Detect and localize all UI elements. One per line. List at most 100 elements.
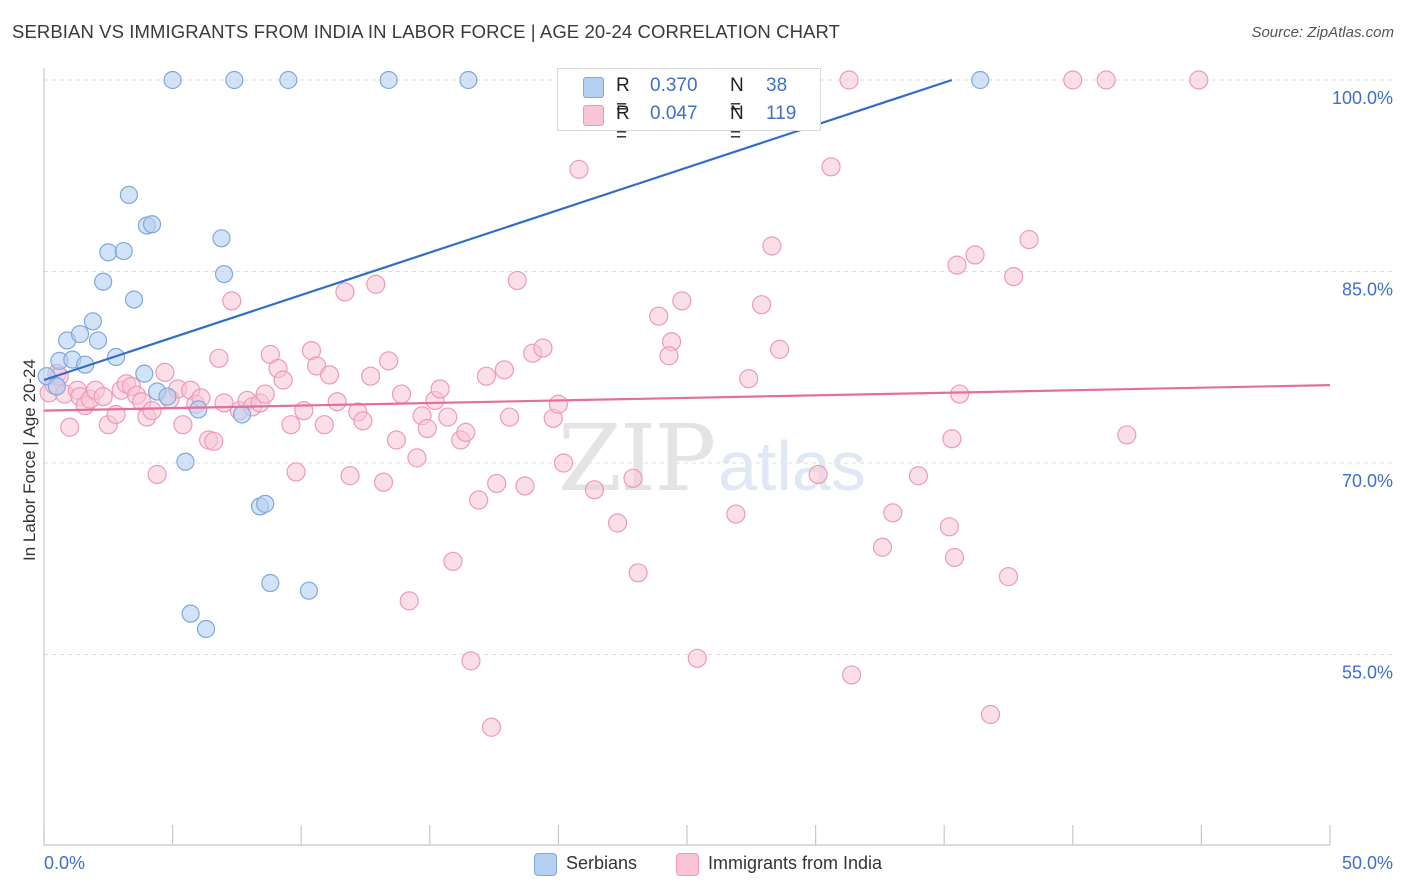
india-point [623,468,643,488]
serbians-point [261,573,280,593]
serbians-point [196,619,216,639]
india-point [476,366,496,386]
india-point [319,365,340,385]
india-point [487,473,507,494]
legend-r-label: R = [616,103,630,146]
y-axis-label: In Labor Force | Age 20-24 [20,359,39,561]
india-point [649,306,669,326]
india-point [533,338,553,358]
serbians-point [70,324,90,344]
india-point [672,291,692,311]
india-point [1117,425,1137,445]
legend-r-value: 0.047 [650,103,698,124]
india-point [769,339,790,359]
watermark-zip: ZIP [558,405,714,512]
serbians-point [119,185,138,204]
india-point [944,547,965,568]
india-point [461,651,481,671]
india-point [939,517,959,537]
india-point [553,453,574,473]
y-tick-label: 55.0% [1342,663,1393,683]
serbians-point [379,70,398,90]
india-point [314,415,334,435]
serbians-legend-label: Serbians [566,853,638,873]
india-point [998,567,1019,587]
x-tick-label-max: 50.0% [1342,853,1393,873]
india-point [1189,70,1209,90]
serbians-point [83,312,102,331]
india-point [407,448,427,468]
india-point [507,270,527,291]
india-point [327,392,347,412]
india-point [417,418,437,439]
india-point [456,422,476,442]
india-point [980,704,1001,725]
serbians-point [214,264,234,284]
serbians-point [181,604,200,623]
legend-n-label: N = [730,103,744,146]
watermark-atlas: atlas [718,427,866,505]
india-point [255,384,275,404]
india-point [569,159,589,179]
source-label: Source: ZipAtlas.com [1251,24,1394,41]
india-point [751,295,772,315]
india-point [366,274,386,294]
serbians-point [163,70,182,90]
x-tick-label-min: 0.0% [44,853,85,873]
india-point [842,665,862,685]
legend-n-label: N = [730,75,744,118]
correlation-legend: R = 0.370 N = 38 R = 0.047 N = 119 [557,68,821,146]
serbians-point [299,581,319,600]
india-point [204,431,224,451]
series-india-points [39,70,1209,737]
axes [43,68,1331,846]
serbians-point [279,70,298,90]
india-point [391,384,412,404]
serbians-point [225,70,244,90]
india-point [443,551,463,571]
india-point [430,379,450,399]
legend-n-value: 119 [766,103,797,124]
india-legend-swatch [676,853,699,876]
india-point [481,717,502,737]
india-point [173,415,193,435]
india-point [147,464,167,485]
india-point [373,472,394,492]
india-point [1019,229,1039,250]
gridlines [44,79,1395,655]
serbians-point [135,364,154,383]
serbians-point [158,387,177,406]
series-serbians-points [37,70,990,639]
india-point [499,407,520,427]
serbians-point [124,290,144,309]
india-point [821,157,841,177]
serbians-point [142,215,162,234]
india-point [222,291,242,311]
india-trendline [43,384,1331,412]
serbians-point [256,494,275,513]
serbians-point [88,331,108,350]
india-point [353,411,373,431]
india-point [659,346,679,366]
india-point [628,563,648,583]
india-point [60,417,80,437]
india-point [142,401,162,421]
serbians-swatch [583,77,604,98]
india-point [386,430,406,450]
india-point [947,255,967,275]
india-point [93,387,113,407]
legend-n-value: 38 [766,75,788,96]
india-point [155,362,175,382]
serbians-point [971,70,990,90]
serbians-legend-swatch [534,853,557,876]
india-point [286,462,306,482]
serbians-point [176,452,195,471]
india-point [942,429,962,449]
india-point [607,513,628,533]
y-tick-label: 85.0% [1342,280,1393,300]
india-point [438,407,458,427]
india-point [839,70,859,90]
serbians-point [232,405,252,424]
india-point [361,366,381,386]
